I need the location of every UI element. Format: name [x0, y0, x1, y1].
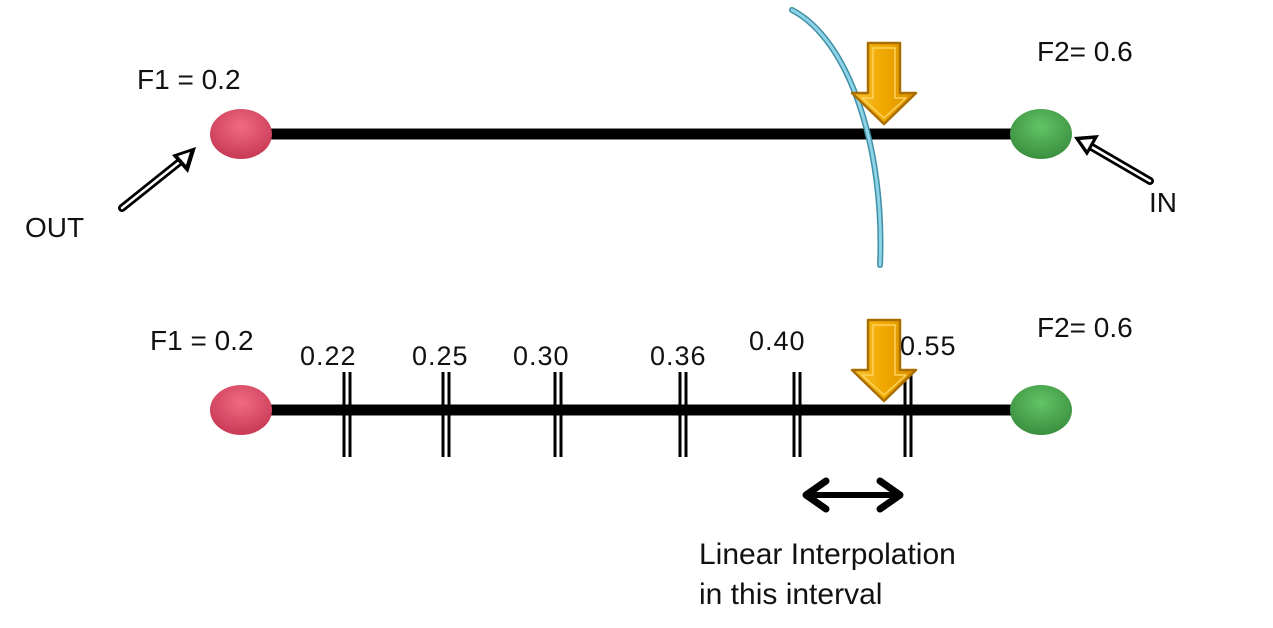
tick-label: 0.55: [900, 331, 957, 361]
tick-mark: [678, 372, 688, 457]
tick-label: 0.40: [749, 326, 806, 356]
tick-mark: [553, 372, 563, 457]
bottom-in-node: [1010, 385, 1072, 435]
tick-mark: [441, 372, 451, 457]
top-in-node: [1010, 109, 1072, 159]
interval-double-arrow-icon: [802, 477, 904, 513]
top-f2-label: F2= 0.6: [1037, 36, 1133, 67]
out-label: OUT: [25, 212, 85, 243]
bottom-f1-label: F1 = 0.2: [150, 325, 254, 356]
bottom-f2-label: F2= 0.6: [1037, 312, 1133, 343]
tick-mark: [903, 372, 913, 457]
tick-label: 0.25: [412, 341, 469, 371]
interpolation-caption-line1: Linear Interpolation: [699, 538, 956, 571]
top-down-arrow-icon: [850, 41, 918, 126]
blue-curve-highlight: [790, 8, 882, 267]
tick-mark: [792, 372, 802, 457]
tick-label: 0.36: [650, 341, 707, 371]
tick-label: 0.30: [513, 341, 570, 371]
out-arrow-icon: [118, 147, 196, 212]
top-f1-label: F1 = 0.2: [137, 64, 241, 95]
bottom-out-node: [210, 385, 272, 435]
tick-label: 0.22: [300, 341, 357, 371]
top-out-node: [210, 109, 272, 159]
tick-mark: [342, 372, 352, 457]
interpolation-caption-line2: in this interval: [699, 578, 883, 611]
in-label: IN: [1149, 187, 1177, 218]
in-arrow-icon: [1074, 135, 1154, 185]
bottom-down-arrow-icon: [850, 318, 918, 403]
